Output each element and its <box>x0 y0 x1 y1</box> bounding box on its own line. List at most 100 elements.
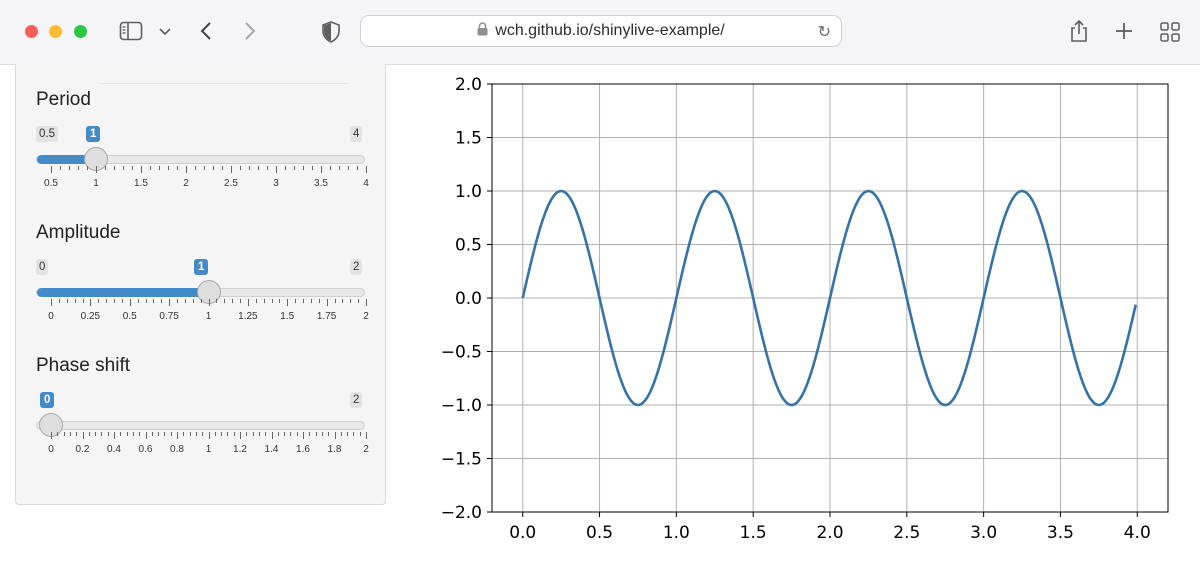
x-tick-label: 3.5 <box>1047 523 1074 543</box>
minor-tick <box>150 166 151 170</box>
minor-tick <box>222 166 223 170</box>
minor-tick <box>279 299 281 303</box>
y-tick-label: 0.0 <box>455 289 482 309</box>
lock-icon <box>477 21 488 41</box>
minor-tick <box>107 432 109 436</box>
phase-value-label: 0 <box>40 392 55 408</box>
minor-tick <box>192 299 194 303</box>
minor-tick <box>200 299 202 303</box>
chevron-right-icon[interactable] <box>240 20 260 42</box>
chart-series <box>521 189 1138 407</box>
minor-tick <box>357 166 358 170</box>
minor-tick <box>347 432 349 436</box>
minor-tick <box>252 432 254 436</box>
major-tick <box>247 299 249 306</box>
share-icon[interactable] <box>1068 18 1090 44</box>
phase-slider-track[interactable] <box>36 421 365 430</box>
divider <box>101 83 348 84</box>
major-tick <box>366 432 367 439</box>
tick-label: 0.75 <box>159 311 179 322</box>
y-tick-label: 1.5 <box>455 129 482 149</box>
major-tick <box>90 299 92 306</box>
minor-tick <box>106 299 108 303</box>
minor-tick <box>312 166 313 170</box>
minor-tick <box>353 432 355 436</box>
plus-icon[interactable] <box>1114 21 1134 41</box>
y-tick-label: −2.0 <box>441 503 482 523</box>
period-slider-ticks: 0.5 1 1.5 2 2.5 3 3.5 4 <box>16 166 387 189</box>
x-tick-label: 1.0 <box>663 523 690 543</box>
minor-tick <box>358 299 360 303</box>
minor-tick <box>114 299 115 303</box>
tick-label: 1.25 <box>238 311 258 322</box>
minor-tick <box>145 299 147 303</box>
zoom-window-button[interactable] <box>74 25 87 38</box>
tick-label: 0.8 <box>170 444 184 455</box>
minor-tick <box>69 432 71 436</box>
major-tick <box>240 432 241 439</box>
minor-tick <box>285 166 286 170</box>
minor-tick <box>158 432 160 436</box>
y-tick-label: 1.0 <box>455 182 482 202</box>
minor-tick <box>321 432 323 436</box>
tick-label: 1 <box>205 444 212 455</box>
minor-tick <box>60 166 61 170</box>
minor-tick <box>202 432 204 436</box>
minor-tick <box>224 299 226 303</box>
y-tick-label: −1.0 <box>441 396 482 416</box>
minor-tick <box>303 299 304 303</box>
phase-label: Phase shift <box>36 355 130 376</box>
major-tick <box>51 166 52 173</box>
grid-icon[interactable] <box>1159 21 1181 43</box>
x-tick-label: 2.5 <box>893 523 920 543</box>
tick-label: 2 <box>183 178 189 189</box>
major-tick <box>141 166 142 173</box>
minor-tick <box>240 299 241 303</box>
major-tick <box>51 432 52 439</box>
minor-tick <box>249 166 250 170</box>
minor-tick <box>153 299 155 303</box>
chevron-down-icon[interactable] <box>157 24 173 40</box>
minor-tick <box>258 432 260 436</box>
minor-tick <box>340 432 342 436</box>
tick-label: 3.5 <box>314 178 328 189</box>
minor-tick <box>290 432 292 436</box>
tick-label: 0.5 <box>44 178 58 189</box>
minor-tick <box>82 299 84 303</box>
shield-icon[interactable] <box>320 20 342 44</box>
chevron-left-icon[interactable] <box>196 20 216 42</box>
minor-tick <box>58 299 60 303</box>
tick-label: 1.8 <box>327 444 342 455</box>
minor-tick <box>76 432 78 436</box>
address-bar[interactable]: wch.github.io/shinylive-example/ ↻ <box>360 15 842 47</box>
minor-tick <box>309 432 311 436</box>
url-text: wch.github.io/shinylive-example/ <box>495 22 725 39</box>
minor-tick <box>303 166 304 170</box>
minor-tick <box>227 432 229 436</box>
y-tick-label: −0.5 <box>441 343 482 363</box>
y-tick-label: −1.5 <box>441 450 482 470</box>
minor-tick <box>342 299 344 303</box>
period-slider-track[interactable] <box>36 155 365 164</box>
sidebar-panel: Period 0.5 4 1 0.5 1 1.5 2 2.5 3 3.5 4 Amplitud… <box>15 64 386 505</box>
major-tick <box>186 166 187 173</box>
minor-tick <box>277 432 279 436</box>
minor-tick <box>184 299 186 303</box>
sidebar-icon[interactable] <box>118 20 144 42</box>
major-tick <box>177 432 178 439</box>
minor-tick <box>339 166 340 170</box>
minor-tick <box>263 299 265 303</box>
major-tick <box>276 166 277 173</box>
minor-tick <box>69 166 70 170</box>
major-tick <box>129 299 131 306</box>
close-window-button[interactable] <box>25 25 38 38</box>
amplitude-slider-ticks: 0 0.25 0.5 0.75 1 1.25 1.5 1.75 2 <box>16 299 387 322</box>
minimize-window-button[interactable] <box>49 25 62 38</box>
major-tick <box>334 432 336 439</box>
reload-icon[interactable]: ↻ <box>817 22 831 41</box>
major-tick <box>326 299 328 306</box>
tick-label: 0.5 <box>122 311 137 322</box>
tick-label: 0.4 <box>107 444 121 455</box>
minor-tick <box>233 432 235 436</box>
period-slider-fill <box>37 155 97 164</box>
